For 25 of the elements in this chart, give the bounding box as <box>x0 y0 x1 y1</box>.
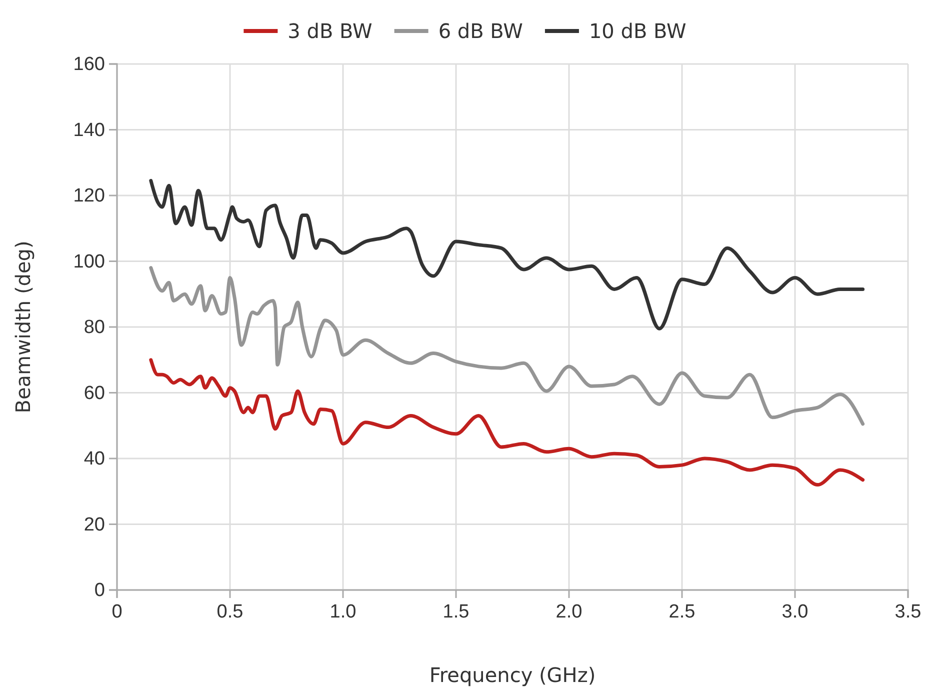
y-axis-title: Beamwidth (deg) <box>11 240 35 414</box>
x-tick-label: 3.5 <box>894 601 922 622</box>
y-tick-label: 100 <box>73 251 105 272</box>
x-tick-label: 0.5 <box>216 601 244 622</box>
x-tick-label: 2.0 <box>556 601 582 622</box>
x-tick-label: 0 <box>112 601 122 622</box>
y-tick-label: 80 <box>84 317 105 338</box>
y-tick-label: 160 <box>73 54 105 76</box>
y-tick-label: 60 <box>84 382 105 404</box>
line-series <box>149 178 865 330</box>
x-tick-label: 1.0 <box>330 601 356 622</box>
x-tick-label: 2.5 <box>668 601 696 622</box>
legend-label: 10 dB BW <box>588 19 687 43</box>
x-tick-label: 1.5 <box>442 601 470 622</box>
x-tick-label: 3.0 <box>782 601 808 622</box>
y-tick-label: 20 <box>84 514 105 536</box>
line-series <box>149 266 865 426</box>
legend-label: 6 dB BW <box>438 19 524 43</box>
y-tick-label: 140 <box>73 120 105 141</box>
y-tick-label: 120 <box>73 186 105 207</box>
line-series <box>149 358 865 487</box>
y-tick-label: 40 <box>84 448 105 470</box>
x-axis-title: Frequency (GHz) <box>429 663 596 687</box>
y-tick-label: 0 <box>94 580 105 602</box>
legend-label: 3 dB BW <box>288 19 373 43</box>
